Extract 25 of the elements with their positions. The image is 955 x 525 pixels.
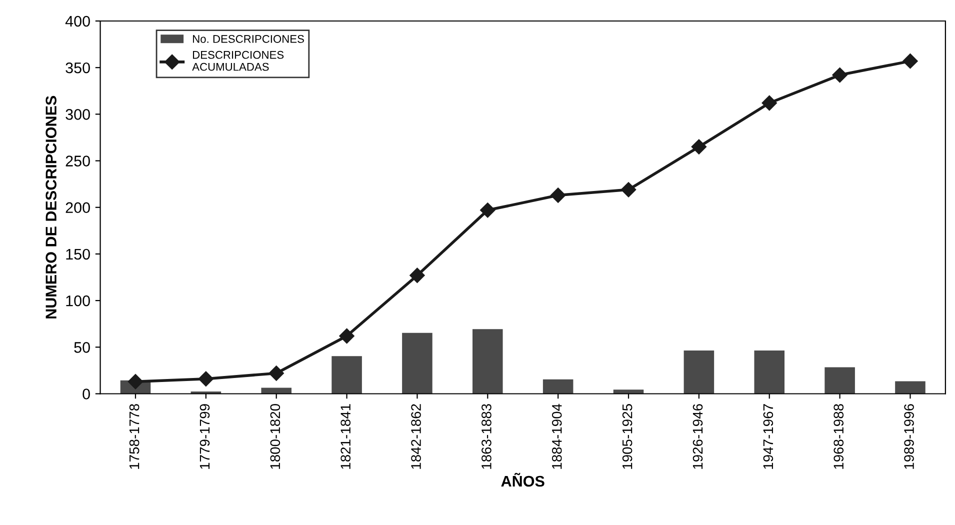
x-tick-label: 1989-1996 — [904, 404, 914, 469]
x-tick-label: 1758-1778 — [129, 404, 140, 469]
y-tick-label: 150 — [66, 248, 90, 260]
y-tick-label: 400 — [65, 16, 90, 27]
y-axis-title: NUMERO DE DESCRIPCIONES — [46, 96, 56, 318]
x-tick-label: 1947-1967 — [763, 404, 774, 469]
y-tick-label: 350 — [66, 62, 90, 74]
x-tick-label: 1905-1925 — [622, 404, 632, 469]
x-tick-label: 1779-1799 — [200, 404, 210, 469]
legend-label: No. DESCRIPCIONES — [193, 35, 304, 43]
x-tick-label: 1884-1904 — [552, 404, 562, 469]
y-tick-label: 100 — [66, 295, 90, 306]
y-tick-label: 250 — [66, 156, 90, 166]
x-tick-label: 1863-1883 — [482, 404, 492, 469]
x-tick-label: 1926-1946 — [692, 404, 703, 469]
x-tick-label: 1968-1988 — [834, 404, 844, 469]
y-tick-label: 0 — [82, 388, 90, 400]
y-tick-label: 50 — [74, 342, 90, 353]
legend-label: DESCRIPCIONES ACUMULADAS — [192, 50, 284, 71]
y-tick-label: 200 — [66, 202, 90, 214]
x-tick-label: 1842-1862 — [411, 404, 421, 469]
x-tick-label: 1821-1841 — [340, 404, 351, 469]
x-axis-title: AÑOS — [501, 472, 544, 487]
y-tick-label: 300 — [66, 109, 90, 120]
x-tick-label: 1800-1820 — [270, 404, 280, 469]
